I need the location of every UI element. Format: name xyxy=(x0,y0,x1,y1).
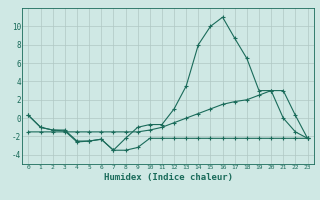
X-axis label: Humidex (Indice chaleur): Humidex (Indice chaleur) xyxy=(103,173,233,182)
